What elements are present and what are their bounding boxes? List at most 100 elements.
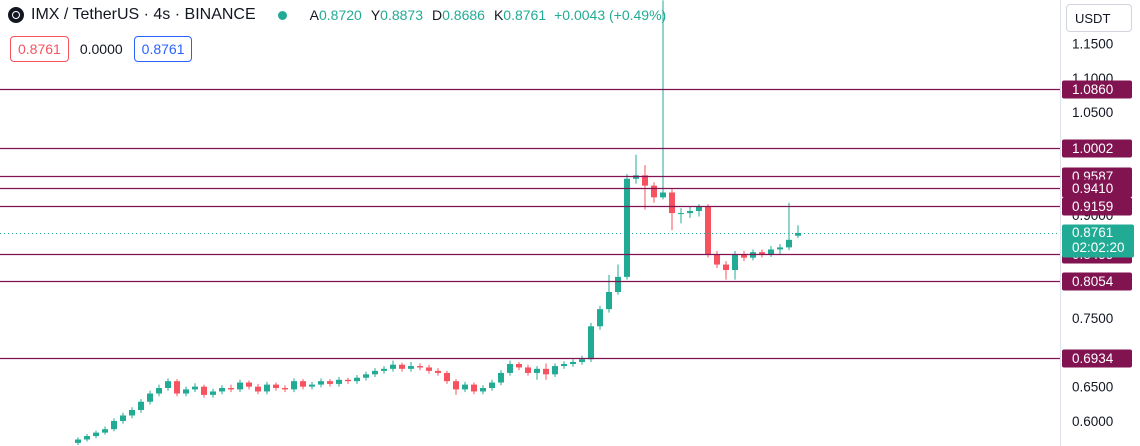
candle-body — [687, 211, 693, 214]
candle-body — [399, 364, 405, 369]
candle-body — [669, 192, 675, 214]
buy-price[interactable]: 0.8761 — [133, 36, 193, 62]
candle-body — [309, 384, 315, 387]
candle-body — [417, 366, 423, 368]
candle-body — [201, 386, 207, 395]
candle-body — [246, 382, 252, 387]
candle-body — [543, 368, 549, 375]
inputs-row: 0.8761 0.0000 0.8761 — [10, 36, 199, 62]
y-tick-label: 0.6000 — [1072, 414, 1113, 429]
candle-body — [210, 391, 216, 395]
ohlc-value: 0.8761 — [503, 7, 547, 23]
price-level-tag — [1062, 139, 1132, 158]
candle-body — [381, 368, 387, 371]
candle-body — [732, 254, 738, 271]
candle-body — [120, 415, 126, 421]
candle-body — [318, 381, 324, 385]
candle-body — [327, 381, 333, 384]
price-change: +0.0043 (+0.49%) — [554, 7, 667, 23]
y-tick-label: 0.7500 — [1072, 311, 1113, 326]
ohlc-key: K — [493, 7, 504, 23]
candle-body — [138, 401, 144, 410]
candle-body — [516, 364, 522, 368]
candle-body — [795, 232, 801, 236]
candle-body — [372, 370, 378, 375]
candle-body — [291, 381, 297, 390]
candle-body — [84, 436, 90, 440]
candle-body — [723, 264, 729, 271]
candle-body — [228, 388, 234, 390]
candle-body — [786, 239, 792, 248]
candle-body — [426, 367, 432, 371]
candle-body — [678, 213, 684, 215]
candle-body — [165, 381, 171, 389]
candle-body — [264, 384, 270, 392]
ohlc-value: 0.8720 — [319, 7, 362, 23]
ohlc-value: 0.8873 — [380, 7, 423, 23]
candle-body — [390, 364, 396, 369]
price-level-label: 0.9159 — [1072, 199, 1113, 214]
candle-body — [75, 439, 81, 443]
candle-body — [606, 291, 612, 310]
candle-body — [534, 368, 540, 373]
price-level-tag — [1062, 272, 1132, 291]
last-price-tag — [1062, 224, 1134, 258]
price-level-label: 1.0860 — [1072, 82, 1113, 97]
candle-body — [777, 247, 783, 250]
candle-body — [354, 377, 360, 382]
candle-body — [192, 386, 198, 390]
candle-body — [363, 374, 369, 378]
y-tick-label: 1.1500 — [1072, 37, 1113, 52]
candle-body — [480, 388, 486, 392]
y-tick-label: 1.0500 — [1072, 105, 1113, 120]
status-dot — [277, 10, 287, 20]
candle-body — [282, 388, 288, 390]
ohlc-key: D — [432, 7, 443, 23]
price-level-label: 1.0002 — [1072, 141, 1113, 156]
last-price-label: 0.8761 — [1072, 225, 1113, 240]
candle-body — [597, 309, 603, 327]
candle-body — [579, 359, 585, 362]
candle-body — [408, 366, 414, 369]
candle-body — [507, 364, 513, 373]
candle-body — [642, 175, 648, 186]
candle-body — [552, 366, 558, 375]
ohlc-value: 0.8686 — [442, 7, 485, 23]
candle-body — [462, 384, 468, 390]
candle-body — [273, 384, 279, 389]
ohlc-values: A 0.8720 Y 0.8873 D 0.8686 K 0.8761 — [301, 7, 546, 23]
candle-body — [102, 429, 108, 433]
price-level-tag — [1062, 179, 1132, 198]
candle-body — [561, 364, 567, 367]
candle-body — [300, 381, 306, 387]
candle-body — [111, 420, 117, 430]
ohlc-key: A — [309, 7, 319, 23]
candle-body — [174, 381, 180, 394]
price-level-tag — [1062, 80, 1132, 99]
candle-body — [129, 409, 135, 416]
candle-body — [489, 382, 495, 389]
bar-countdown: 02:02:20 — [1072, 240, 1125, 255]
candle-body — [588, 326, 594, 360]
price-level-label: 0.8054 — [1072, 274, 1114, 289]
candle-body — [570, 361, 576, 365]
currency-selector[interactable]: USDT — [1066, 4, 1132, 32]
price-level-label: 0.6934 — [1072, 351, 1114, 366]
candle-body — [651, 185, 657, 198]
y-tick-label: 0.6500 — [1072, 380, 1113, 395]
candle-body — [624, 178, 630, 277]
sell-price[interactable]: 0.8761 — [10, 36, 69, 62]
candle-body — [525, 367, 531, 373]
candle-body — [93, 432, 99, 437]
spread: 0.0000 — [79, 41, 123, 57]
candle-body — [237, 382, 243, 390]
candle-body — [660, 192, 666, 198]
candle-body — [219, 388, 225, 392]
price-level-label: 0.9410 — [1072, 181, 1113, 196]
candle-body — [156, 388, 162, 394]
candle-body — [705, 206, 711, 255]
candle-body — [435, 370, 441, 373]
